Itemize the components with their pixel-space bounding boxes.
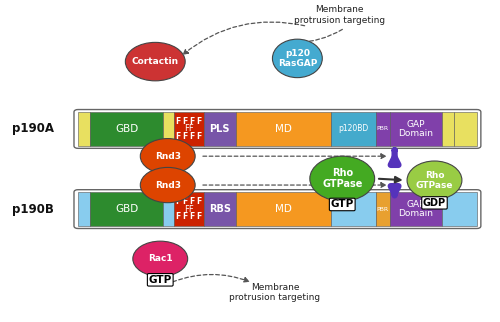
Text: FF: FF (184, 124, 194, 133)
Text: F: F (182, 197, 188, 206)
FancyBboxPatch shape (204, 112, 236, 146)
Text: F: F (190, 197, 195, 206)
Ellipse shape (140, 167, 195, 203)
FancyBboxPatch shape (331, 112, 376, 146)
Ellipse shape (310, 156, 374, 201)
Text: p120
RasGAP: p120 RasGAP (278, 49, 317, 68)
FancyBboxPatch shape (174, 112, 204, 146)
FancyBboxPatch shape (376, 112, 390, 146)
Text: F: F (190, 117, 195, 126)
Ellipse shape (126, 43, 185, 81)
Text: MD: MD (275, 124, 292, 134)
Text: GBD: GBD (115, 204, 138, 214)
Text: F: F (196, 132, 202, 141)
Text: p190A: p190A (12, 122, 54, 136)
Text: F: F (190, 132, 195, 141)
Text: MD: MD (275, 204, 292, 214)
Text: F: F (182, 132, 188, 141)
Ellipse shape (272, 39, 322, 78)
FancyBboxPatch shape (442, 192, 477, 226)
Text: F: F (196, 117, 202, 126)
Text: GBD: GBD (115, 124, 138, 134)
FancyBboxPatch shape (376, 192, 390, 226)
Text: F: F (196, 197, 202, 206)
FancyBboxPatch shape (78, 192, 90, 226)
Text: RBS: RBS (209, 204, 231, 214)
FancyBboxPatch shape (204, 192, 236, 226)
Text: Membrane
protrusion targeting: Membrane protrusion targeting (294, 5, 386, 25)
FancyBboxPatch shape (90, 192, 162, 226)
Text: Rac1: Rac1 (148, 254, 172, 263)
Text: F: F (176, 212, 181, 221)
Ellipse shape (407, 161, 462, 199)
FancyBboxPatch shape (390, 192, 442, 226)
FancyBboxPatch shape (174, 192, 204, 226)
Text: F: F (196, 212, 202, 221)
FancyBboxPatch shape (78, 112, 90, 146)
Text: PLS: PLS (210, 124, 230, 134)
Text: p190B: p190B (12, 203, 54, 216)
FancyBboxPatch shape (162, 112, 173, 146)
Text: F: F (176, 117, 181, 126)
Text: F: F (182, 117, 188, 126)
Text: GAP
Domain: GAP Domain (398, 119, 434, 138)
Text: Cortactin: Cortactin (132, 57, 179, 66)
Text: Rnd3: Rnd3 (154, 181, 180, 190)
Text: PBR: PBR (376, 207, 388, 212)
Text: Rnd3: Rnd3 (154, 152, 180, 161)
Text: Rho
GTPase: Rho GTPase (322, 168, 362, 189)
Ellipse shape (140, 138, 195, 174)
Text: GAP
Domain: GAP Domain (398, 200, 434, 218)
Ellipse shape (133, 241, 188, 276)
FancyBboxPatch shape (236, 192, 331, 226)
Text: F: F (182, 212, 188, 221)
FancyBboxPatch shape (90, 112, 162, 146)
Text: Membrane
protrusion targeting: Membrane protrusion targeting (230, 283, 320, 302)
Text: F: F (176, 197, 181, 206)
Text: F: F (176, 132, 181, 141)
Text: FF: FF (184, 204, 194, 213)
FancyBboxPatch shape (390, 112, 442, 146)
Text: GTP: GTP (148, 275, 172, 285)
FancyBboxPatch shape (454, 112, 477, 146)
FancyBboxPatch shape (331, 192, 376, 226)
Text: p120BD: p120BD (338, 124, 368, 133)
Text: GDP: GDP (423, 198, 446, 208)
FancyBboxPatch shape (236, 112, 331, 146)
Text: PBR: PBR (376, 127, 388, 131)
FancyBboxPatch shape (442, 112, 454, 146)
Text: F: F (190, 212, 195, 221)
Text: Rho
GTPase: Rho GTPase (416, 171, 453, 190)
Text: GTP: GTP (330, 199, 354, 210)
FancyBboxPatch shape (162, 192, 173, 226)
